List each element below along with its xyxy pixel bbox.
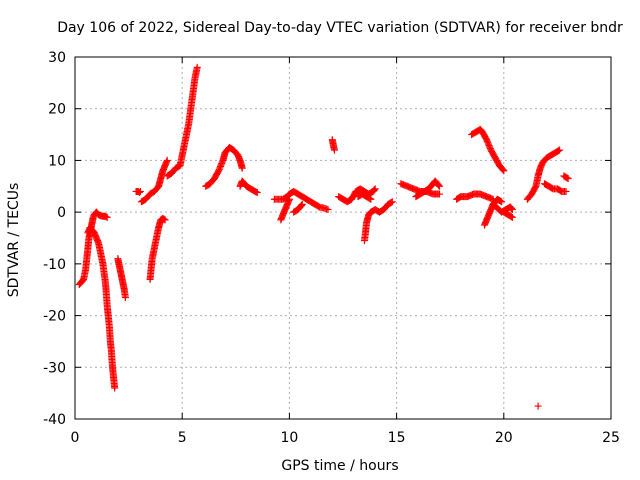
chart-title: Day 106 of 2022, Sidereal Day-to-day VTE… [57, 20, 623, 36]
y-tick-label: 10 [48, 153, 66, 169]
data-point [485, 142, 493, 150]
data-point [111, 384, 119, 392]
y-axis-label: SDTVAR / TECUs [6, 183, 22, 298]
data-point [484, 139, 492, 147]
data-point [497, 197, 505, 205]
data-point [370, 187, 378, 195]
data-point [435, 181, 443, 189]
data-point [483, 137, 491, 145]
y-tick-label: -20 [43, 309, 66, 325]
x-tick-label: 10 [280, 430, 298, 446]
data-point [500, 167, 508, 175]
data-point [217, 161, 225, 169]
y-tick-label: -10 [43, 257, 66, 273]
data-point [161, 216, 169, 224]
data-point [554, 147, 562, 155]
x-tick-label: 0 [71, 430, 80, 446]
data-point [435, 190, 443, 198]
data-points [75, 63, 572, 410]
plot-frame [74, 56, 612, 420]
data-point [103, 213, 111, 221]
data-point [330, 146, 338, 154]
x-tick-label: 25 [602, 430, 620, 446]
data-point [215, 165, 223, 173]
y-tick-label: -30 [43, 360, 66, 376]
data-point [508, 206, 516, 214]
data-point [160, 215, 168, 223]
data-point [121, 293, 129, 301]
gridlines [75, 57, 611, 419]
data-point [215, 167, 223, 175]
data-point [136, 187, 144, 195]
data-point [508, 213, 516, 221]
data-point [387, 198, 395, 206]
data-point [498, 198, 506, 206]
data-point [367, 195, 375, 203]
data-point [507, 213, 515, 221]
data-point [285, 195, 293, 203]
x-axis-label: GPS time / hours [281, 458, 398, 474]
tick-labels: 0 5 10 15 20 25 -40 -30 -20 -10 0 10 20 30 [43, 50, 620, 446]
data-point [163, 156, 171, 164]
data-point [298, 200, 306, 208]
data-point [499, 166, 507, 174]
data-point [216, 164, 224, 172]
x-tick-label: 15 [388, 430, 406, 446]
data-point [218, 159, 226, 167]
data-point [508, 205, 516, 213]
y-tick-label: 20 [48, 102, 66, 118]
data-point [324, 206, 332, 214]
data-point [253, 188, 261, 196]
data-point [388, 198, 396, 206]
data-point [193, 63, 201, 71]
data-point [435, 182, 443, 190]
data-point [484, 140, 492, 148]
y-tick-label: 0 [57, 205, 66, 221]
data-point [298, 201, 306, 209]
y-tick-label: 30 [48, 50, 66, 66]
data-point [238, 164, 246, 172]
data-point [366, 195, 374, 203]
axis-ticks [74, 56, 612, 420]
y-tick-label: -40 [43, 412, 66, 428]
data-point [486, 143, 494, 151]
x-tick-label: 20 [495, 430, 513, 446]
data-point [564, 175, 572, 183]
data-point [370, 186, 378, 194]
data-point [297, 202, 305, 210]
data-point [556, 146, 564, 154]
data-point [534, 402, 542, 410]
data-point [371, 185, 379, 193]
data-point [135, 188, 143, 196]
data-point [562, 187, 570, 195]
data-point [483, 136, 491, 144]
data-point [216, 162, 224, 170]
data-point [507, 204, 515, 212]
x-tick-label: 5 [178, 430, 187, 446]
data-point [563, 174, 571, 182]
